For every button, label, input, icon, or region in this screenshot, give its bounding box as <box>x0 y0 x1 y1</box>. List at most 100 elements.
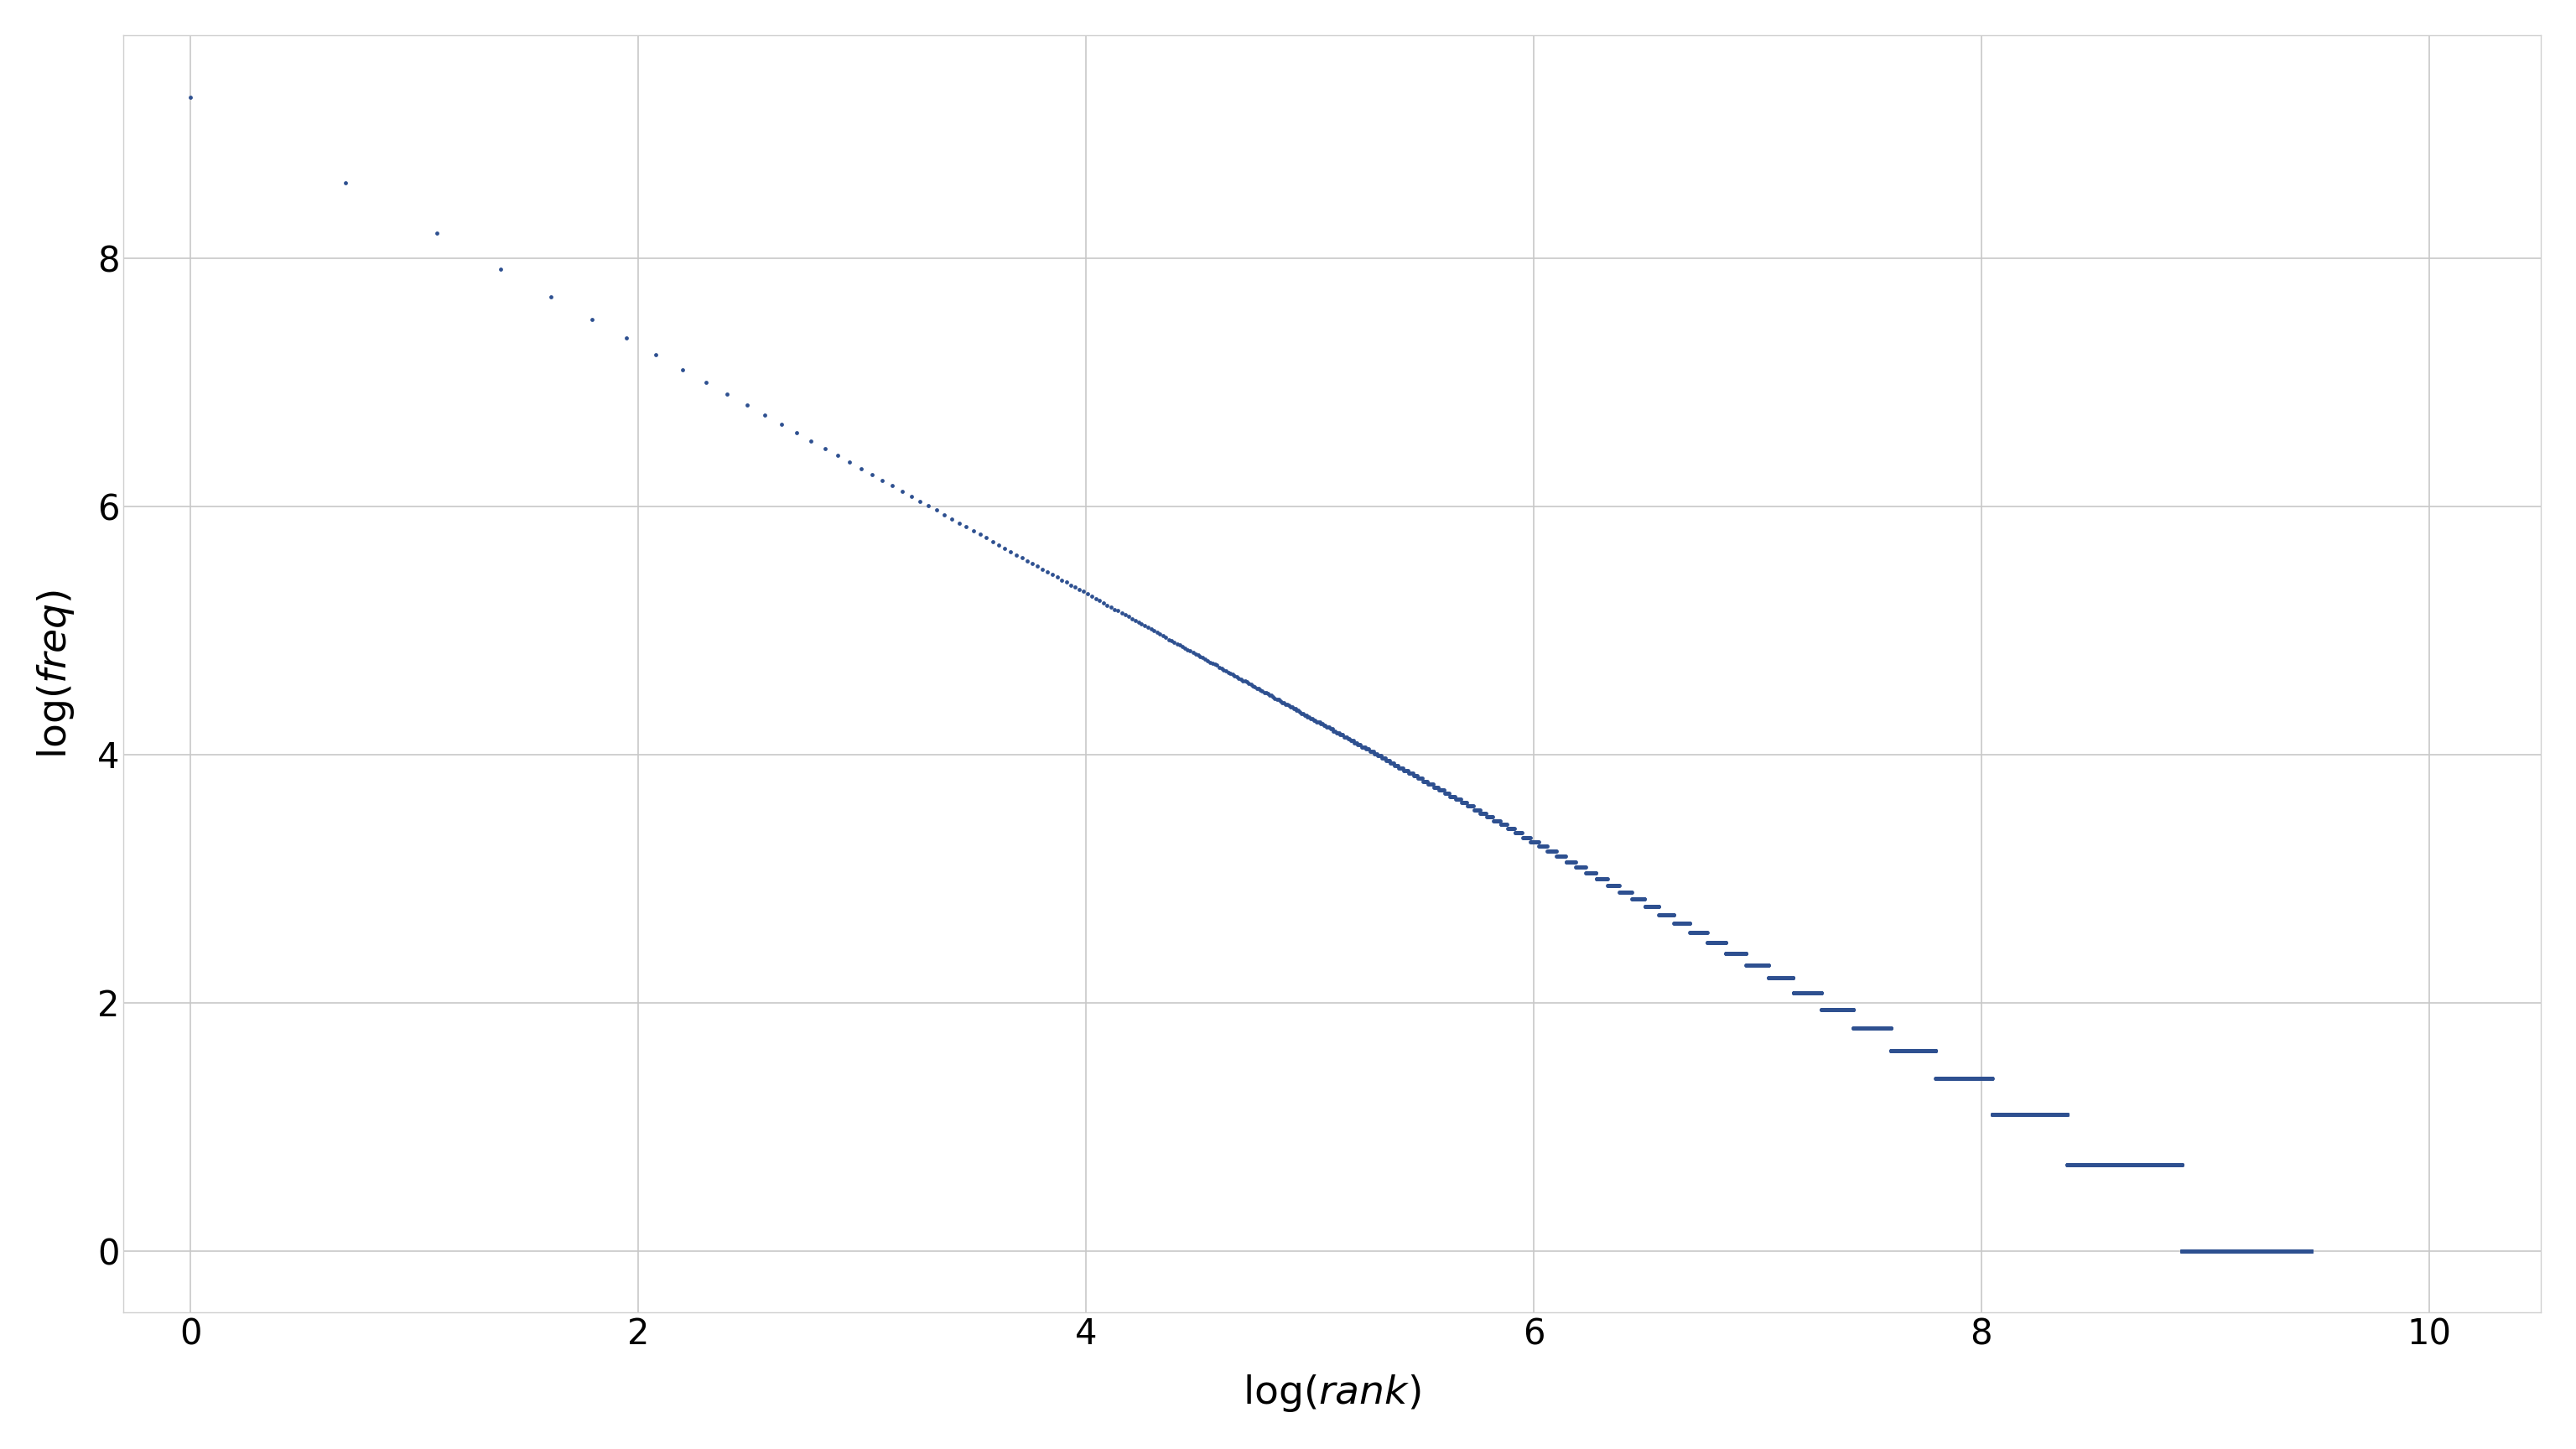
Point <box>1917 1066 1958 1090</box>
Point <box>1775 981 1816 1004</box>
Point <box>1631 895 1672 919</box>
Point <box>2218 1239 2259 1262</box>
Point <box>2208 1239 2249 1262</box>
Point <box>2285 1239 2326 1262</box>
Point <box>2197 1239 2239 1262</box>
Point <box>2285 1239 2326 1262</box>
Point <box>1911 1039 1953 1062</box>
Point <box>2146 1153 2187 1177</box>
Point <box>1891 1039 1932 1062</box>
Point <box>1914 1039 1955 1062</box>
Point <box>2215 1239 2257 1262</box>
Point <box>2190 1239 2231 1262</box>
Point <box>2215 1239 2257 1262</box>
Point <box>2241 1239 2282 1262</box>
Point <box>1875 1039 1917 1062</box>
Point <box>2277 1239 2318 1262</box>
Point <box>1937 1066 1978 1090</box>
Point <box>2277 1239 2318 1262</box>
Point <box>2254 1239 2295 1262</box>
Point <box>1999 1103 2040 1126</box>
Point <box>2040 1103 2081 1126</box>
Point <box>2025 1103 2066 1126</box>
Point <box>2241 1239 2282 1262</box>
Point <box>2043 1103 2084 1126</box>
Point <box>2017 1103 2058 1126</box>
Point <box>1795 981 1837 1004</box>
Point <box>1790 981 1832 1004</box>
Point <box>2282 1239 2324 1262</box>
Point <box>2287 1239 2329 1262</box>
Point <box>2087 1153 2128 1177</box>
Point <box>933 507 974 530</box>
Point <box>2081 1153 2123 1177</box>
Point <box>2004 1103 2045 1126</box>
Point <box>2161 1153 2202 1177</box>
Point <box>2277 1239 2318 1262</box>
Point <box>2287 1239 2329 1262</box>
Point <box>1914 1039 1955 1062</box>
Point <box>2151 1153 2192 1177</box>
Point <box>2164 1239 2205 1262</box>
Point <box>2257 1239 2298 1262</box>
Point <box>2221 1239 2262 1262</box>
Point <box>2159 1153 2200 1177</box>
Point <box>1623 888 1664 911</box>
Point <box>2004 1103 2045 1126</box>
Point <box>2272 1239 2313 1262</box>
Point <box>2210 1239 2251 1262</box>
Point <box>2218 1239 2259 1262</box>
Point <box>1450 794 1492 817</box>
Point <box>2275 1239 2316 1262</box>
Point <box>2117 1153 2159 1177</box>
Point <box>1790 981 1832 1004</box>
Point <box>2280 1239 2321 1262</box>
Point <box>2002 1103 2043 1126</box>
Point <box>1752 966 1793 990</box>
Point <box>1937 1066 1978 1090</box>
Point <box>2014 1103 2056 1126</box>
Point <box>2071 1153 2112 1177</box>
Point <box>2192 1239 2233 1262</box>
Point <box>2285 1239 2326 1262</box>
Point <box>1834 1017 1875 1040</box>
Point <box>2120 1153 2161 1177</box>
Point <box>2259 1239 2300 1262</box>
Point <box>2099 1153 2141 1177</box>
Point <box>1659 911 1700 935</box>
Point <box>2290 1239 2331 1262</box>
Point <box>2102 1153 2143 1177</box>
Point <box>2032 1103 2074 1126</box>
Point <box>2045 1103 2087 1126</box>
Point <box>2138 1153 2179 1177</box>
Point <box>2148 1153 2190 1177</box>
Point <box>2159 1153 2200 1177</box>
Point <box>2050 1153 2092 1177</box>
Point <box>2269 1239 2311 1262</box>
Point <box>2089 1153 2130 1177</box>
Point <box>1695 930 1736 953</box>
Point <box>1991 1103 2032 1126</box>
Point <box>2249 1239 2290 1262</box>
Point <box>2174 1239 2215 1262</box>
Point <box>2184 1239 2226 1262</box>
Point <box>2287 1239 2329 1262</box>
Point <box>2120 1153 2161 1177</box>
Point <box>1991 1103 2032 1126</box>
Point <box>2254 1239 2295 1262</box>
Point <box>2249 1239 2290 1262</box>
Point <box>2074 1153 2115 1177</box>
Point <box>2285 1239 2326 1262</box>
Point <box>2223 1239 2264 1262</box>
Point <box>1896 1039 1937 1062</box>
Point <box>2231 1239 2272 1262</box>
Point <box>1852 1017 1893 1040</box>
Point <box>1654 903 1695 926</box>
Point <box>2190 1239 2231 1262</box>
Point <box>2056 1153 2097 1177</box>
Point <box>2172 1239 2213 1262</box>
Point <box>2221 1239 2262 1262</box>
Point <box>2043 1103 2084 1126</box>
Point <box>2043 1103 2084 1126</box>
Point <box>2174 1239 2215 1262</box>
